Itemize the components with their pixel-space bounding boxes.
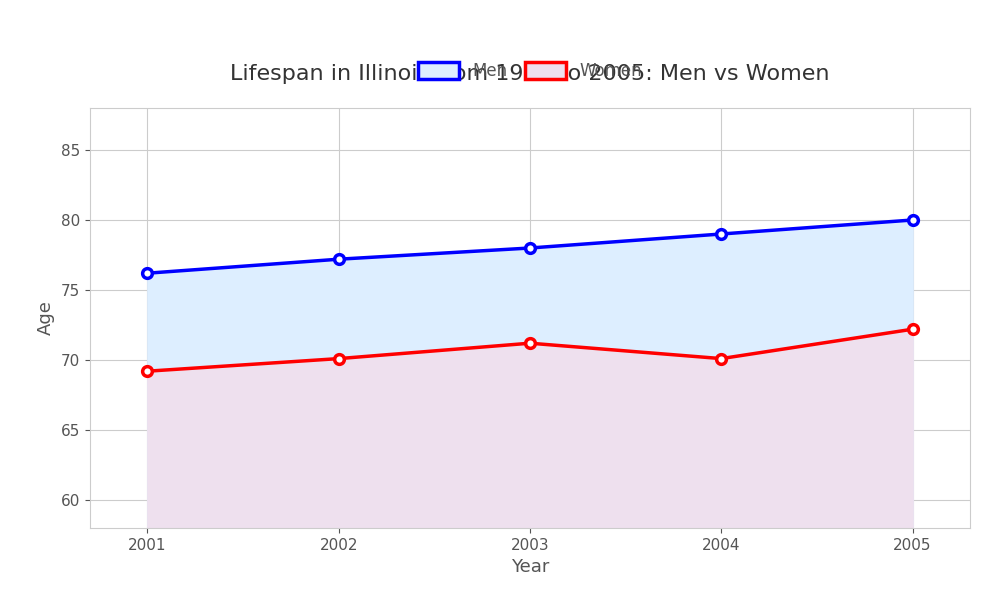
X-axis label: Year: Year [511, 558, 549, 576]
Y-axis label: Age: Age [37, 301, 55, 335]
Legend: Men, Women: Men, Women [409, 53, 651, 88]
Title: Lifespan in Illinois from 1979 to 2005: Men vs Women: Lifespan in Illinois from 1979 to 2005: … [230, 64, 830, 84]
